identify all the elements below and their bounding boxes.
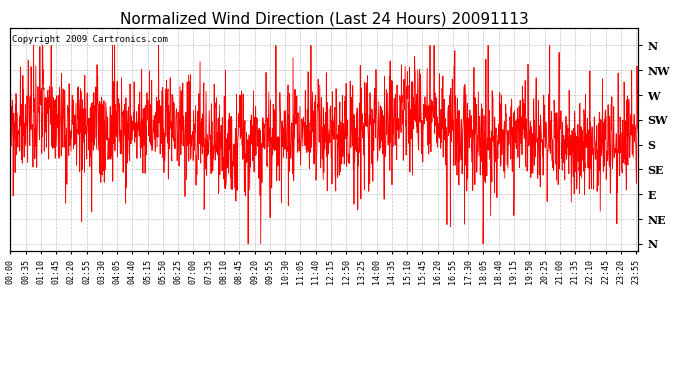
Text: Copyright 2009 Cartronics.com: Copyright 2009 Cartronics.com [12, 35, 168, 44]
Title: Normalized Wind Direction (Last 24 Hours) 20091113: Normalized Wind Direction (Last 24 Hours… [120, 12, 529, 27]
